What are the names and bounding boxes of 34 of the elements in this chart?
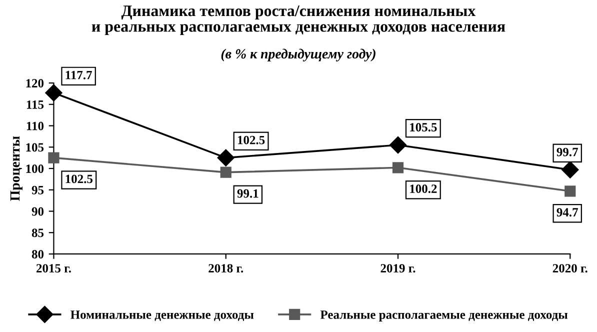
data-label: 117.7 bbox=[66, 70, 92, 80]
point bbox=[48, 152, 60, 164]
x-tick-label: 2015 г. bbox=[36, 264, 71, 273]
x-tick-label: 2019 г. bbox=[380, 264, 416, 273]
data-label: 94.7 bbox=[556, 208, 578, 217]
point bbox=[220, 166, 232, 178]
y-tick-label: 90 bbox=[32, 207, 44, 216]
y-tick-label: 120 bbox=[26, 79, 44, 88]
y-tick-label: 80 bbox=[32, 250, 44, 258]
data-label: 105.5 bbox=[410, 123, 437, 132]
point bbox=[389, 136, 407, 154]
y-axis-title: Проценты bbox=[10, 136, 22, 201]
y-tick-label: 115 bbox=[26, 100, 44, 109]
data-label: 99.1 bbox=[237, 189, 258, 198]
data-label: 100.2 bbox=[410, 184, 437, 194]
data-label: 99.7 bbox=[556, 148, 578, 156]
chart-subtitle: (в % к предыдущему году) bbox=[221, 48, 376, 62]
y-tick-label: 85 bbox=[32, 228, 44, 238]
y-tick-label: 110 bbox=[26, 122, 44, 130]
point bbox=[562, 161, 579, 178]
y-tick-label: 105 bbox=[26, 143, 44, 152]
point bbox=[392, 162, 404, 174]
data-label: 102.5 bbox=[66, 174, 93, 184]
legend-label: Реальные располагаемые денежные доходы bbox=[320, 310, 568, 322]
x-tick-label: 2020 г. bbox=[552, 264, 588, 273]
point bbox=[45, 84, 62, 102]
chart-title: Динамика темпов роста/снижения номинальных и реальных располагаемых денежных доходов населения bbox=[92, 6, 506, 36]
y-tick-label: 95 bbox=[32, 186, 44, 194]
data-label: 102.5 bbox=[238, 136, 265, 144]
x-tick-label: 2018 г. bbox=[208, 264, 244, 273]
y-tick-label: 100 bbox=[26, 164, 44, 173]
point bbox=[564, 186, 576, 197]
legend-label: Номинальные денежные доходы bbox=[70, 310, 254, 321]
point bbox=[217, 149, 234, 166]
